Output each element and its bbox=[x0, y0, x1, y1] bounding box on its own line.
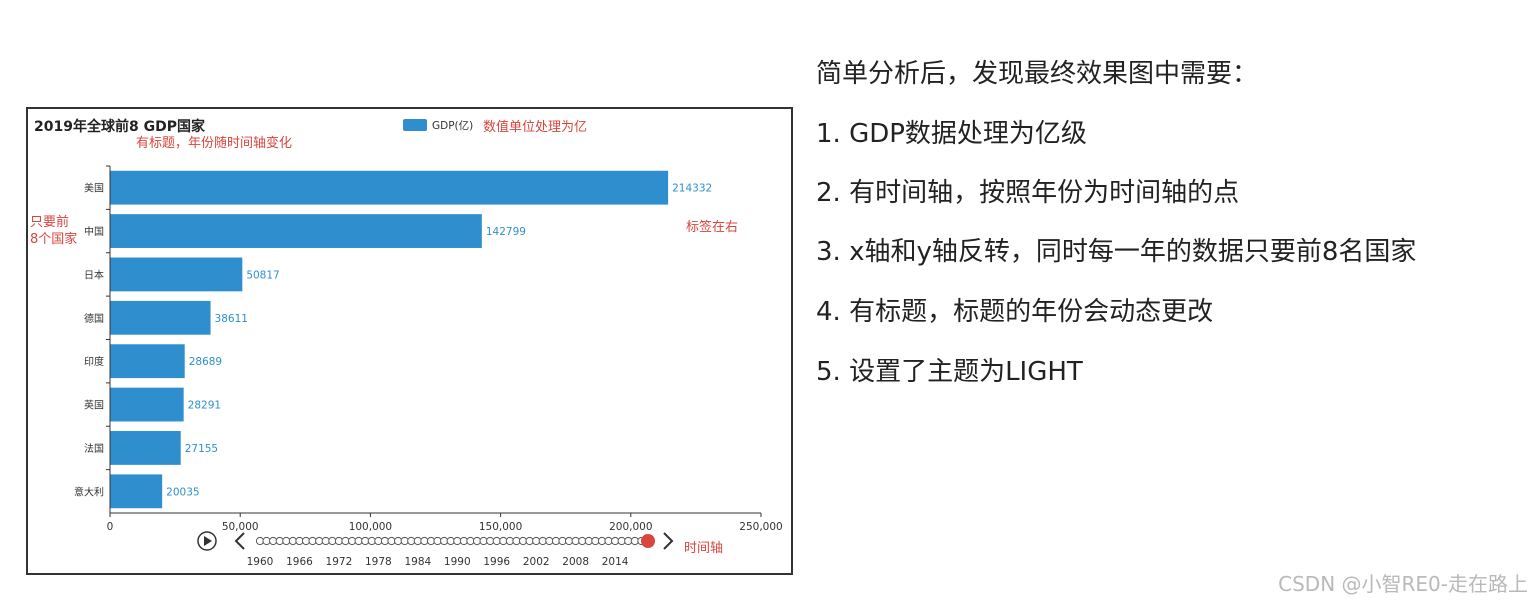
title-note: 有标题，年份随时间轴变化 bbox=[136, 135, 292, 151]
bar-5[interactable] bbox=[110, 387, 184, 422]
category-label-0: 美国 bbox=[84, 182, 104, 195]
play-icon bbox=[204, 536, 212, 546]
top8-note-2: 8个国家 bbox=[30, 231, 77, 247]
legend-note: 数值单位处理为亿 bbox=[483, 119, 587, 135]
category-label-7: 意大利 bbox=[74, 485, 104, 498]
watermark: CSDN @小智RE0-走在路上 bbox=[1278, 572, 1528, 596]
category-label-4: 印度 bbox=[84, 355, 104, 368]
value-label-0: 214332 bbox=[672, 183, 712, 195]
note-item-3: 3. x轴和y轴反转，同时每一年的数据只要前8名国家 bbox=[816, 237, 1417, 267]
chart-frame: 2019年全球前8 GDP国家 GDP(亿) 数值单位处理为亿 有标题，年份随时… bbox=[26, 107, 793, 575]
top8-note-1: 只要前 bbox=[30, 214, 69, 230]
category-label-3: 德国 bbox=[84, 312, 104, 325]
legend-label[interactable]: GDP(亿) bbox=[432, 119, 473, 132]
bar-1[interactable] bbox=[110, 214, 482, 248]
timeline-dots[interactable] bbox=[255, 534, 655, 548]
value-label-5: 28291 bbox=[188, 400, 221, 412]
value-label-2: 50817 bbox=[246, 269, 279, 281]
value-label-3: 38611 bbox=[215, 313, 248, 325]
bar-2[interactable] bbox=[110, 257, 243, 292]
prev-arrow-icon[interactable] bbox=[234, 532, 245, 550]
x-tick-label-3: 150,000 bbox=[479, 521, 522, 533]
notes-heading: 简单分析后，发现最终效果图中需要： bbox=[816, 59, 1259, 89]
x-tick-label-4: 200,000 bbox=[609, 521, 652, 533]
label-note: 标签在右 bbox=[686, 219, 738, 235]
bar-3[interactable] bbox=[110, 300, 211, 335]
timeline-note: 时间轴 bbox=[684, 541, 723, 556]
timeline-label: 2002 bbox=[523, 556, 550, 568]
category-label-5: 英国 bbox=[84, 399, 104, 412]
x-tick-label-0: 0 bbox=[107, 521, 114, 533]
category-label-1: 中国 bbox=[84, 225, 104, 238]
note-item-2: 2. 有时间轴，按照年份为时间轴的点 bbox=[816, 178, 1240, 208]
timeline-dot-current[interactable] bbox=[641, 534, 655, 548]
timeline-label: 1996 bbox=[483, 556, 510, 568]
timeline-label: 1972 bbox=[326, 556, 353, 568]
x-tick-label-5: 250,000 bbox=[739, 521, 782, 533]
value-label-6: 27155 bbox=[185, 443, 218, 455]
timeline-label: 2014 bbox=[602, 556, 629, 568]
play-button[interactable] bbox=[197, 531, 217, 551]
category-label-6: 法国 bbox=[84, 442, 104, 455]
next-arrow-icon[interactable] bbox=[663, 532, 674, 550]
timeline-label: 1966 bbox=[286, 556, 313, 568]
timeline[interactable]: 1960 1966 1972 1978 1984 1990 1996 2002 2008 2014 bbox=[197, 531, 674, 568]
value-label-4: 28689 bbox=[189, 356, 222, 368]
timeline-label: 1984 bbox=[404, 556, 431, 568]
value-label-7: 20035 bbox=[166, 486, 199, 498]
chart-title: 2019年全球前8 GDP国家 bbox=[34, 118, 206, 135]
timeline-label: 1990 bbox=[444, 556, 471, 568]
timeline-labels: 1960 1966 1972 1978 1984 1990 1996 2002 2008 2014 bbox=[247, 556, 629, 568]
x-tick-label-2: 100,000 bbox=[349, 521, 392, 533]
timeline-label: 2008 bbox=[562, 556, 589, 568]
x-tick-label-1: 50,000 bbox=[222, 521, 259, 533]
note-item-5: 5. 设置了主题为LIGHT bbox=[816, 357, 1083, 387]
bar-7[interactable] bbox=[110, 474, 163, 509]
legend-swatch[interactable] bbox=[403, 119, 427, 131]
gdp-bar-chart: 2019年全球前8 GDP国家 GDP(亿) 数值单位处理为亿 有标题，年份随时… bbox=[30, 118, 783, 568]
category-label-2: 日本 bbox=[84, 268, 104, 281]
timeline-label: 1978 bbox=[365, 556, 392, 568]
x-axis-ticks: 0 50,000 100,000 150,000 200,000 250,000 bbox=[107, 513, 783, 533]
value-label-1: 142799 bbox=[486, 226, 526, 238]
bar-0[interactable] bbox=[110, 170, 669, 205]
note-item-4: 4. 有标题，标题的年份会动态更改 bbox=[816, 297, 1214, 327]
bar-4[interactable] bbox=[110, 344, 185, 379]
timeline-label: 1960 bbox=[247, 556, 274, 568]
bar-6[interactable] bbox=[110, 431, 181, 465]
bars-group: 214332 美国 142799 中国 50817 日本 38611 德国 28689 印度 282… bbox=[74, 165, 712, 509]
note-item-1: 1. GDP数据处理为亿级 bbox=[816, 119, 1087, 149]
